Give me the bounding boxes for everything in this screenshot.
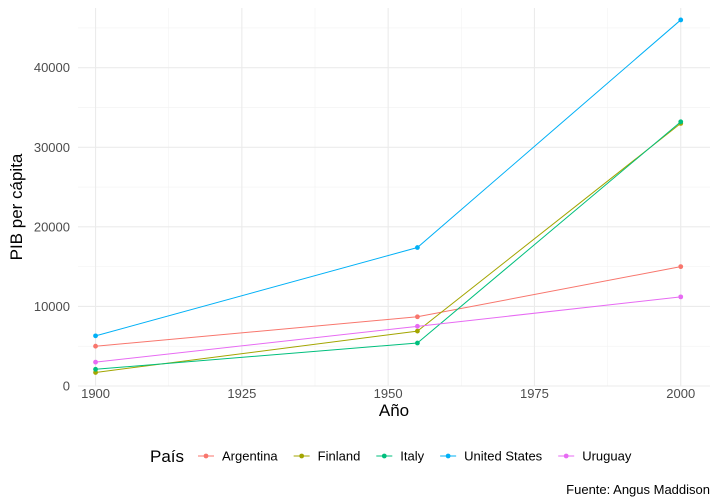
data-point-italy <box>678 119 684 125</box>
data-point-uruguay <box>415 323 420 329</box>
data-point-argentina <box>93 343 98 349</box>
legend-label: Finland <box>318 449 361 464</box>
legend-item-italy: Italy <box>376 449 425 464</box>
legend-label: Argentina <box>222 449 278 464</box>
x-axis-title: Año <box>379 401 409 420</box>
legend-item-uruguay: Uruguay <box>558 449 632 464</box>
legend-item-united-states: United States <box>440 449 543 464</box>
y-tick-label: 20000 <box>34 219 70 234</box>
legend-item-finland: Finland <box>293 449 361 464</box>
legend-key-point <box>563 453 569 459</box>
legend-item-argentina: Argentina <box>198 449 278 464</box>
data-point-united-states <box>415 245 420 250</box>
x-tick-labels: 1900 1925 1950 1975 2000 <box>81 386 695 401</box>
minor-gridlines <box>78 8 710 386</box>
series-layer <box>93 17 684 375</box>
legend-label: United States <box>464 449 543 464</box>
legend-label: Italy <box>400 449 424 464</box>
x-tick-label: 1925 <box>227 386 256 401</box>
data-point-united-states <box>93 333 98 339</box>
series-italy <box>93 119 684 372</box>
data-point-argentina <box>415 314 420 320</box>
legend: País Argentina Finland Italy United States U… <box>150 447 632 466</box>
x-tick-label: 1975 <box>520 386 549 401</box>
y-tick-label: 10000 <box>34 299 70 314</box>
series-uruguay <box>93 294 684 365</box>
legend-key-point <box>445 453 451 459</box>
caption: Fuente: Angus Maddison <box>566 482 710 497</box>
series-argentina <box>93 264 684 349</box>
x-tick-label: 1950 <box>374 386 403 401</box>
data-point-finland <box>415 328 420 334</box>
data-point-uruguay <box>93 359 98 365</box>
y-axis-title: PIB per cápita <box>7 153 26 260</box>
x-tick-label: 2000 <box>666 386 695 401</box>
data-point-argentina <box>678 264 684 270</box>
data-point-italy <box>93 366 98 372</box>
series-united-states <box>93 17 684 339</box>
major-gridlines <box>78 8 710 387</box>
legend-title: País <box>150 447 184 466</box>
y-tick-labels: 0 10000 20000 30000 40000 <box>34 60 70 393</box>
y-tick-label: 40000 <box>34 60 70 75</box>
x-tick-label: 1900 <box>81 386 110 401</box>
y-tick-label: 30000 <box>34 140 70 155</box>
data-point-united-states <box>678 17 684 23</box>
legend-label: Uruguay <box>582 449 632 464</box>
data-point-uruguay <box>678 294 684 300</box>
legend-key-point <box>203 453 209 459</box>
legend-key-point <box>299 453 305 459</box>
legend-key-point <box>381 453 387 459</box>
data-point-italy <box>415 340 420 346</box>
y-tick-label: 0 <box>63 379 70 394</box>
